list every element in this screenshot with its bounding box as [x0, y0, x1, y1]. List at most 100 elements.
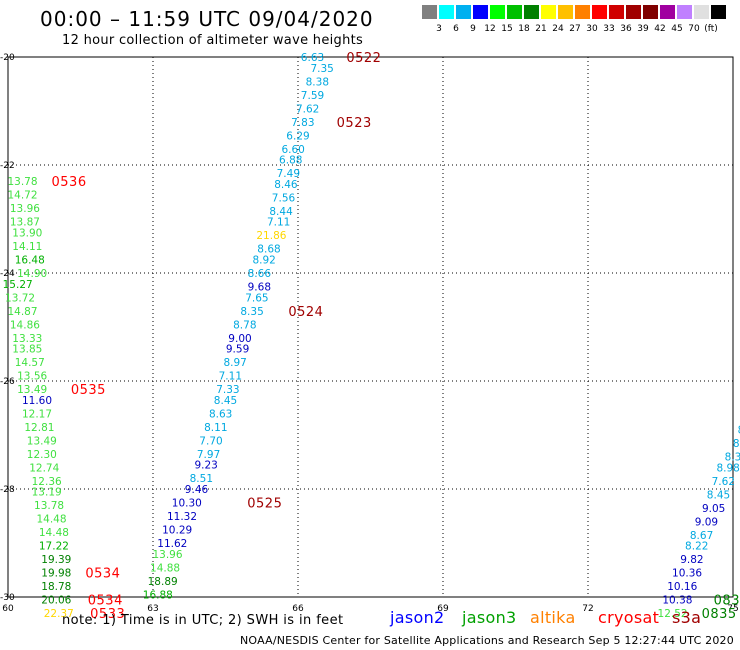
- pass-time-label: 0536: [52, 175, 87, 190]
- swh-point: 18.78: [41, 581, 71, 593]
- swh-point: 8.35: [240, 306, 263, 318]
- swh-point: 7.83: [291, 117, 314, 129]
- swh-point: 13.96: [10, 203, 40, 215]
- swh-point: 20.06: [41, 595, 71, 607]
- swh-point: 12.30: [27, 449, 57, 461]
- swh-point: 13.72: [5, 292, 35, 304]
- swh-point: 13.96: [152, 549, 182, 561]
- colorbar-swatch: [609, 5, 624, 19]
- pass-time-label: 0534: [88, 594, 123, 609]
- colorbar-swatch: [677, 5, 692, 19]
- colorbar-label: 24: [552, 24, 564, 34]
- swh-point: 12.81: [24, 422, 54, 434]
- swh-point: 8.92: [252, 255, 275, 267]
- colorbar-label: 3: [436, 24, 442, 34]
- pass-time-label: 0836: [714, 594, 740, 609]
- colorbar-label: 15: [501, 24, 513, 34]
- colorbar-swatch: [439, 5, 454, 19]
- swh-point: 14.90: [17, 268, 47, 280]
- note-text: note: 1) Time is in UTC; 2) SWH is in fe…: [62, 613, 344, 628]
- swh-point: 8.45: [707, 489, 730, 501]
- swh-point: 7.11: [219, 371, 242, 383]
- colorbar-label: 30: [586, 24, 598, 34]
- colorbar-swatch: [643, 5, 658, 19]
- x-tick-label: 66: [292, 604, 304, 614]
- x-tick-label: 72: [582, 604, 593, 614]
- swh-point: 18.89: [148, 576, 178, 588]
- colorbar-swatch: [711, 5, 726, 19]
- swh-point: 9.59: [226, 344, 249, 356]
- colorbar-label: 45: [671, 24, 683, 34]
- swh-point: 8.46: [274, 179, 298, 191]
- swh-point: 10.29: [162, 525, 192, 537]
- satellite-name: altika: [530, 608, 576, 627]
- swh-point: 11.60: [22, 395, 52, 407]
- swh-point: 12.36: [32, 476, 62, 488]
- swh-point: 14.86: [10, 319, 40, 331]
- swh-point: 14.48: [39, 527, 69, 539]
- swh-point: 19.39: [41, 554, 71, 566]
- y-tick-label: -22: [0, 161, 15, 171]
- swh-point: 14.48: [36, 514, 66, 526]
- swh-point: 8.11: [204, 422, 227, 434]
- swh-point: 19.98: [41, 568, 71, 580]
- swh-point: 14.11: [12, 241, 42, 253]
- swh-point: 13.33: [12, 333, 42, 345]
- pass-time-label: 0835: [702, 607, 737, 622]
- swh-point: 8.66: [248, 268, 272, 280]
- colorbar-label: 27: [569, 24, 581, 34]
- colorbar-swatch: [541, 5, 556, 19]
- swh-point: 8.45: [214, 395, 237, 407]
- swh-point: 8.98: [716, 462, 739, 474]
- swh-point: 14.88: [150, 562, 180, 574]
- colorbar-swatch: [694, 5, 709, 19]
- pass-time-label: 0535: [71, 383, 106, 398]
- swh-point: 13.56: [17, 371, 47, 383]
- colorbar-label: 12: [484, 24, 496, 34]
- x-tick-label: 63: [147, 604, 158, 614]
- swh-point: 8.44: [269, 206, 293, 218]
- swh-point: 8.97: [223, 357, 246, 369]
- swh-point: 6.88: [279, 155, 302, 167]
- swh-point: 9.00: [228, 333, 251, 345]
- swh-point: 12.74: [29, 462, 59, 474]
- page-title: 00:00 – 11:59 UTC 09/04/2020: [40, 7, 374, 31]
- swh-point: 13.19: [32, 487, 62, 499]
- swh-point: 21.86: [256, 230, 286, 242]
- colorbar-swatch: [456, 5, 471, 19]
- satellite-name: s3a: [672, 608, 702, 627]
- colorbar-swatch: [660, 5, 675, 19]
- swh-point: 9.09: [695, 516, 718, 528]
- y-tick-label: -28: [0, 485, 15, 495]
- y-tick-label: -20: [0, 53, 15, 63]
- colorbar-swatch: [524, 5, 539, 19]
- swh-point: 6.60: [281, 144, 304, 156]
- swh-point: 13.87: [10, 217, 40, 229]
- swh-point: 17.22: [39, 541, 69, 553]
- plot-frame: [7, 56, 734, 598]
- swh-point: 13.49: [17, 384, 47, 396]
- swh-point: 12.17: [22, 408, 52, 420]
- pass-time-label: 0525: [247, 497, 282, 512]
- swh-point: 9.82: [680, 554, 703, 566]
- swh-point: 6.63: [301, 52, 324, 64]
- satellite-name: jason2: [390, 608, 445, 627]
- swh-point: 10.36: [672, 568, 702, 580]
- swh-point: 7.35: [310, 63, 333, 75]
- swh-point: 13.90: [12, 228, 42, 240]
- x-tick-label: 69: [437, 604, 449, 614]
- x-tick-label: 60: [2, 604, 14, 614]
- swh-point: 9.05: [702, 503, 725, 515]
- swh-point: 13.49: [27, 435, 57, 447]
- x-tick-label: 75: [727, 604, 738, 614]
- footer-credit: NOAA/NESDIS Center for Satellite Applica…: [240, 634, 734, 647]
- swh-point: 9.46: [185, 484, 209, 496]
- swh-point: 7.49: [277, 168, 300, 180]
- swh-point: 9.23: [194, 460, 217, 472]
- colorbar-label: 33: [603, 24, 615, 34]
- swh-point: 12.52: [658, 608, 688, 620]
- swh-point: 16.88: [143, 589, 173, 601]
- swh-point: 22.37: [44, 608, 74, 620]
- colorbar-swatch: [507, 5, 522, 19]
